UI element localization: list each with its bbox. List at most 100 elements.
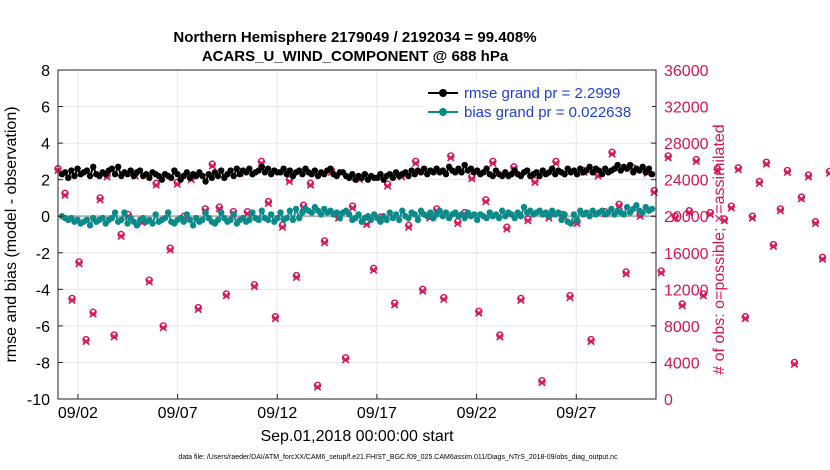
rmse-point [648, 170, 656, 178]
bias-point [623, 203, 631, 211]
obs-possible-point [566, 292, 574, 300]
obs-assimilated-point [776, 206, 785, 215]
obs-possible-point [447, 152, 455, 160]
rmse-point [548, 165, 556, 172]
obs-assimilated-point [145, 278, 153, 286]
bias-point [573, 216, 581, 224]
obs-assimilated-point [804, 173, 813, 181]
obs-assimilated-point [727, 204, 736, 212]
bias-point [367, 216, 375, 224]
obs-assimilated-point [769, 242, 778, 251]
rmse-point [202, 178, 209, 185]
obs-possible-point [657, 267, 665, 275]
obs-assimilated-point [418, 287, 427, 295]
bias-point [558, 216, 565, 224]
obs-possible-point [797, 193, 806, 201]
legend-bias-marker [439, 108, 447, 116]
obs-assimilated-point [475, 309, 483, 317]
obs-possible-point [622, 268, 630, 276]
bias-point [377, 218, 384, 225]
obs-assimilated-point [152, 181, 160, 189]
rmse-point [573, 170, 581, 178]
y-right-tick-label: 32000 [664, 100, 709, 117]
bias-point [336, 214, 344, 222]
obs-assimilated-point [264, 199, 273, 208]
obs-assimilated-point [734, 165, 743, 174]
rmse-point [458, 169, 465, 176]
obs-possible-point [706, 208, 714, 217]
bias-point [249, 209, 256, 216]
bias-point [355, 211, 362, 218]
y-right-tick-label: 16000 [664, 246, 709, 263]
x-tick-label: 09/02 [58, 405, 98, 422]
obs-assimilated-point [411, 159, 420, 167]
obs-assimilated-point [608, 150, 616, 158]
bias-point [267, 211, 275, 218]
bias-point [317, 211, 325, 218]
y-axis-left-label: rmse and bias (model - observation) [3, 106, 20, 362]
rmse-point [280, 165, 287, 172]
bias-point [333, 209, 340, 216]
bias-point [124, 220, 131, 227]
obs-assimilated-point [159, 323, 167, 332]
bias-point [152, 211, 159, 218]
bias-point [289, 216, 297, 224]
obs-assimilated-point [68, 296, 76, 305]
obs-assimilated-point [306, 181, 315, 189]
bias-point [246, 216, 253, 224]
rmse-point [233, 165, 241, 172]
obs-possible-point [699, 290, 707, 298]
ticks-layer: -10 -8 -6 -4 -2 0 2 4 6 8 0 4000 8000 12000 16000 20000… [27, 63, 709, 422]
obs-possible-point [650, 186, 658, 195]
obs-possible-point [320, 237, 329, 245]
bias-point [121, 209, 128, 216]
obs-assimilated-point [341, 355, 350, 364]
bias-point [411, 211, 418, 218]
rmse-point [108, 165, 116, 172]
bias-point [218, 209, 225, 216]
bias-point [383, 216, 390, 224]
rmse-point [218, 167, 225, 174]
obs-possible-point [517, 294, 525, 303]
obs-assimilated-point [552, 159, 560, 167]
bias-point [161, 214, 169, 222]
plot-frame [57, 69, 657, 400]
bias-point [586, 213, 593, 220]
y-left-tick-label: -6 [36, 319, 50, 336]
rmse-point [311, 167, 319, 174]
obs-possible-point [292, 271, 301, 280]
rmse-point [489, 172, 496, 180]
rmse-point [199, 172, 206, 180]
obs-assimilated-point [720, 217, 729, 225]
rmse-point [639, 163, 646, 171]
obs-possible-point [152, 179, 160, 188]
obs-possible-point [383, 180, 392, 188]
obs-assimilated-point [587, 337, 595, 346]
legend-box [424, 80, 652, 120]
obs-possible-point [524, 215, 532, 223]
obs-possible-point [755, 177, 764, 186]
y-right-tick-label: 0 [664, 392, 673, 409]
y-left-tick-label: 4 [41, 136, 50, 153]
bias-point [264, 216, 272, 224]
obs-possible-point [271, 313, 280, 321]
obs-assimilated-point [678, 302, 686, 310]
bias-point [199, 216, 206, 224]
obs-possible-point [748, 212, 757, 220]
y-left-tick-label: -2 [36, 246, 50, 263]
rmse-point [586, 163, 593, 171]
y-axis-right-label: # of obs: o=possible; ×=assimilated [711, 124, 728, 374]
obs-assimilated-point [117, 232, 125, 241]
rmse-point [645, 165, 653, 172]
obs-possible-point [496, 331, 504, 339]
obs-possible-point [503, 223, 511, 231]
obs-assimilated-point [482, 197, 490, 206]
rmse-point [61, 169, 69, 176]
obs-possible-point [96, 194, 104, 202]
obs-possible-point [552, 157, 560, 166]
y-right-tick-label: 36000 [664, 63, 709, 80]
bias-point [436, 207, 443, 214]
rmse-point [230, 172, 237, 180]
obs-assimilated-point [699, 291, 708, 300]
